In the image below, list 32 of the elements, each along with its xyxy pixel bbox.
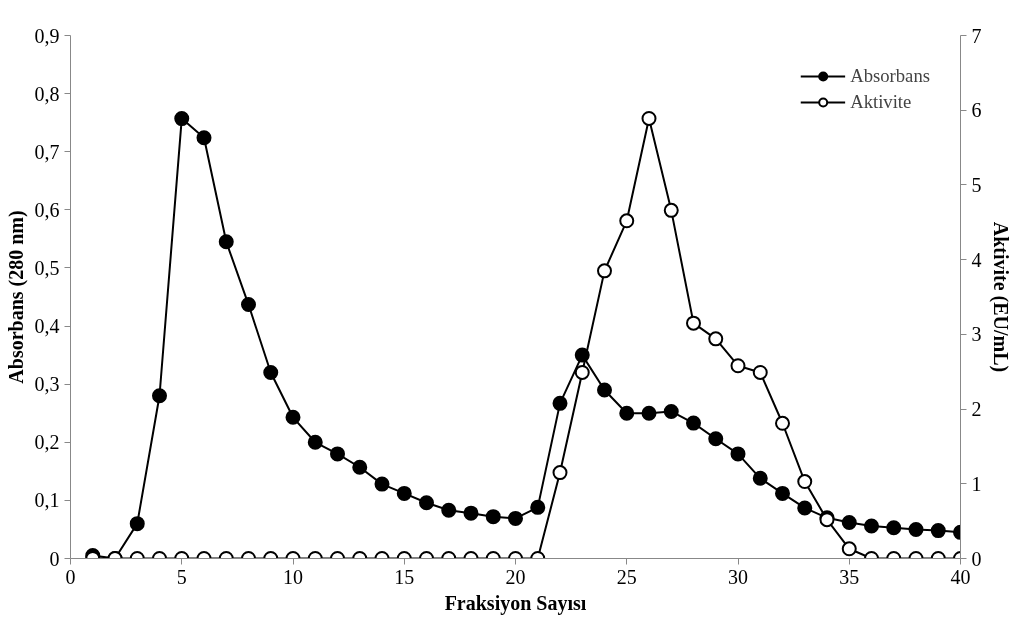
x-tick-label: 30	[728, 565, 748, 588]
y-tick-label: 0	[49, 547, 60, 570]
y-tick-label: 0,4	[34, 315, 60, 338]
y2-axis-title: Aktivite (EU/mL)	[988, 221, 1012, 373]
y-tick-label: 0,7	[34, 140, 60, 163]
x-tick-label: 25	[616, 565, 637, 588]
y2-tick-label: 5	[971, 173, 982, 196]
x-tick-label: 35	[839, 565, 860, 588]
y2-tick-label: 6	[971, 99, 982, 122]
y-tick-label: 0,8	[34, 82, 60, 105]
y-tick-label: 0,3	[34, 373, 60, 396]
x-tick-label: 20	[505, 565, 526, 588]
y-tick-label: 0,1	[34, 489, 60, 512]
y-tick-label: 0,5	[34, 256, 60, 279]
x-tick-label: 5	[176, 565, 187, 588]
y2-tick-label: 7	[971, 24, 982, 47]
y2-tick-label: 2	[971, 398, 982, 421]
x-tick-label: 40	[950, 565, 971, 588]
y-tick-label: 0,6	[34, 198, 60, 221]
y2-tick-label: 0	[971, 547, 982, 570]
x-axis-title: Fraksiyon Sayısı	[444, 591, 587, 615]
y2-tick-label: 1	[971, 472, 982, 495]
x-tick-label: 10	[283, 565, 303, 588]
y2-tick-label: 3	[971, 323, 982, 346]
y-tick-label: 0,9	[34, 24, 60, 47]
legend-label: Absorbans	[850, 65, 930, 87]
legend-label: Aktivite	[850, 91, 912, 113]
x-tick-label: 15	[394, 565, 415, 588]
y-axis-title: Absorbans (280 nm)	[4, 210, 28, 384]
y-tick-label: 0,2	[34, 431, 60, 454]
x-tick-label: 0	[65, 565, 76, 588]
y2-tick-label: 4	[971, 248, 982, 271]
